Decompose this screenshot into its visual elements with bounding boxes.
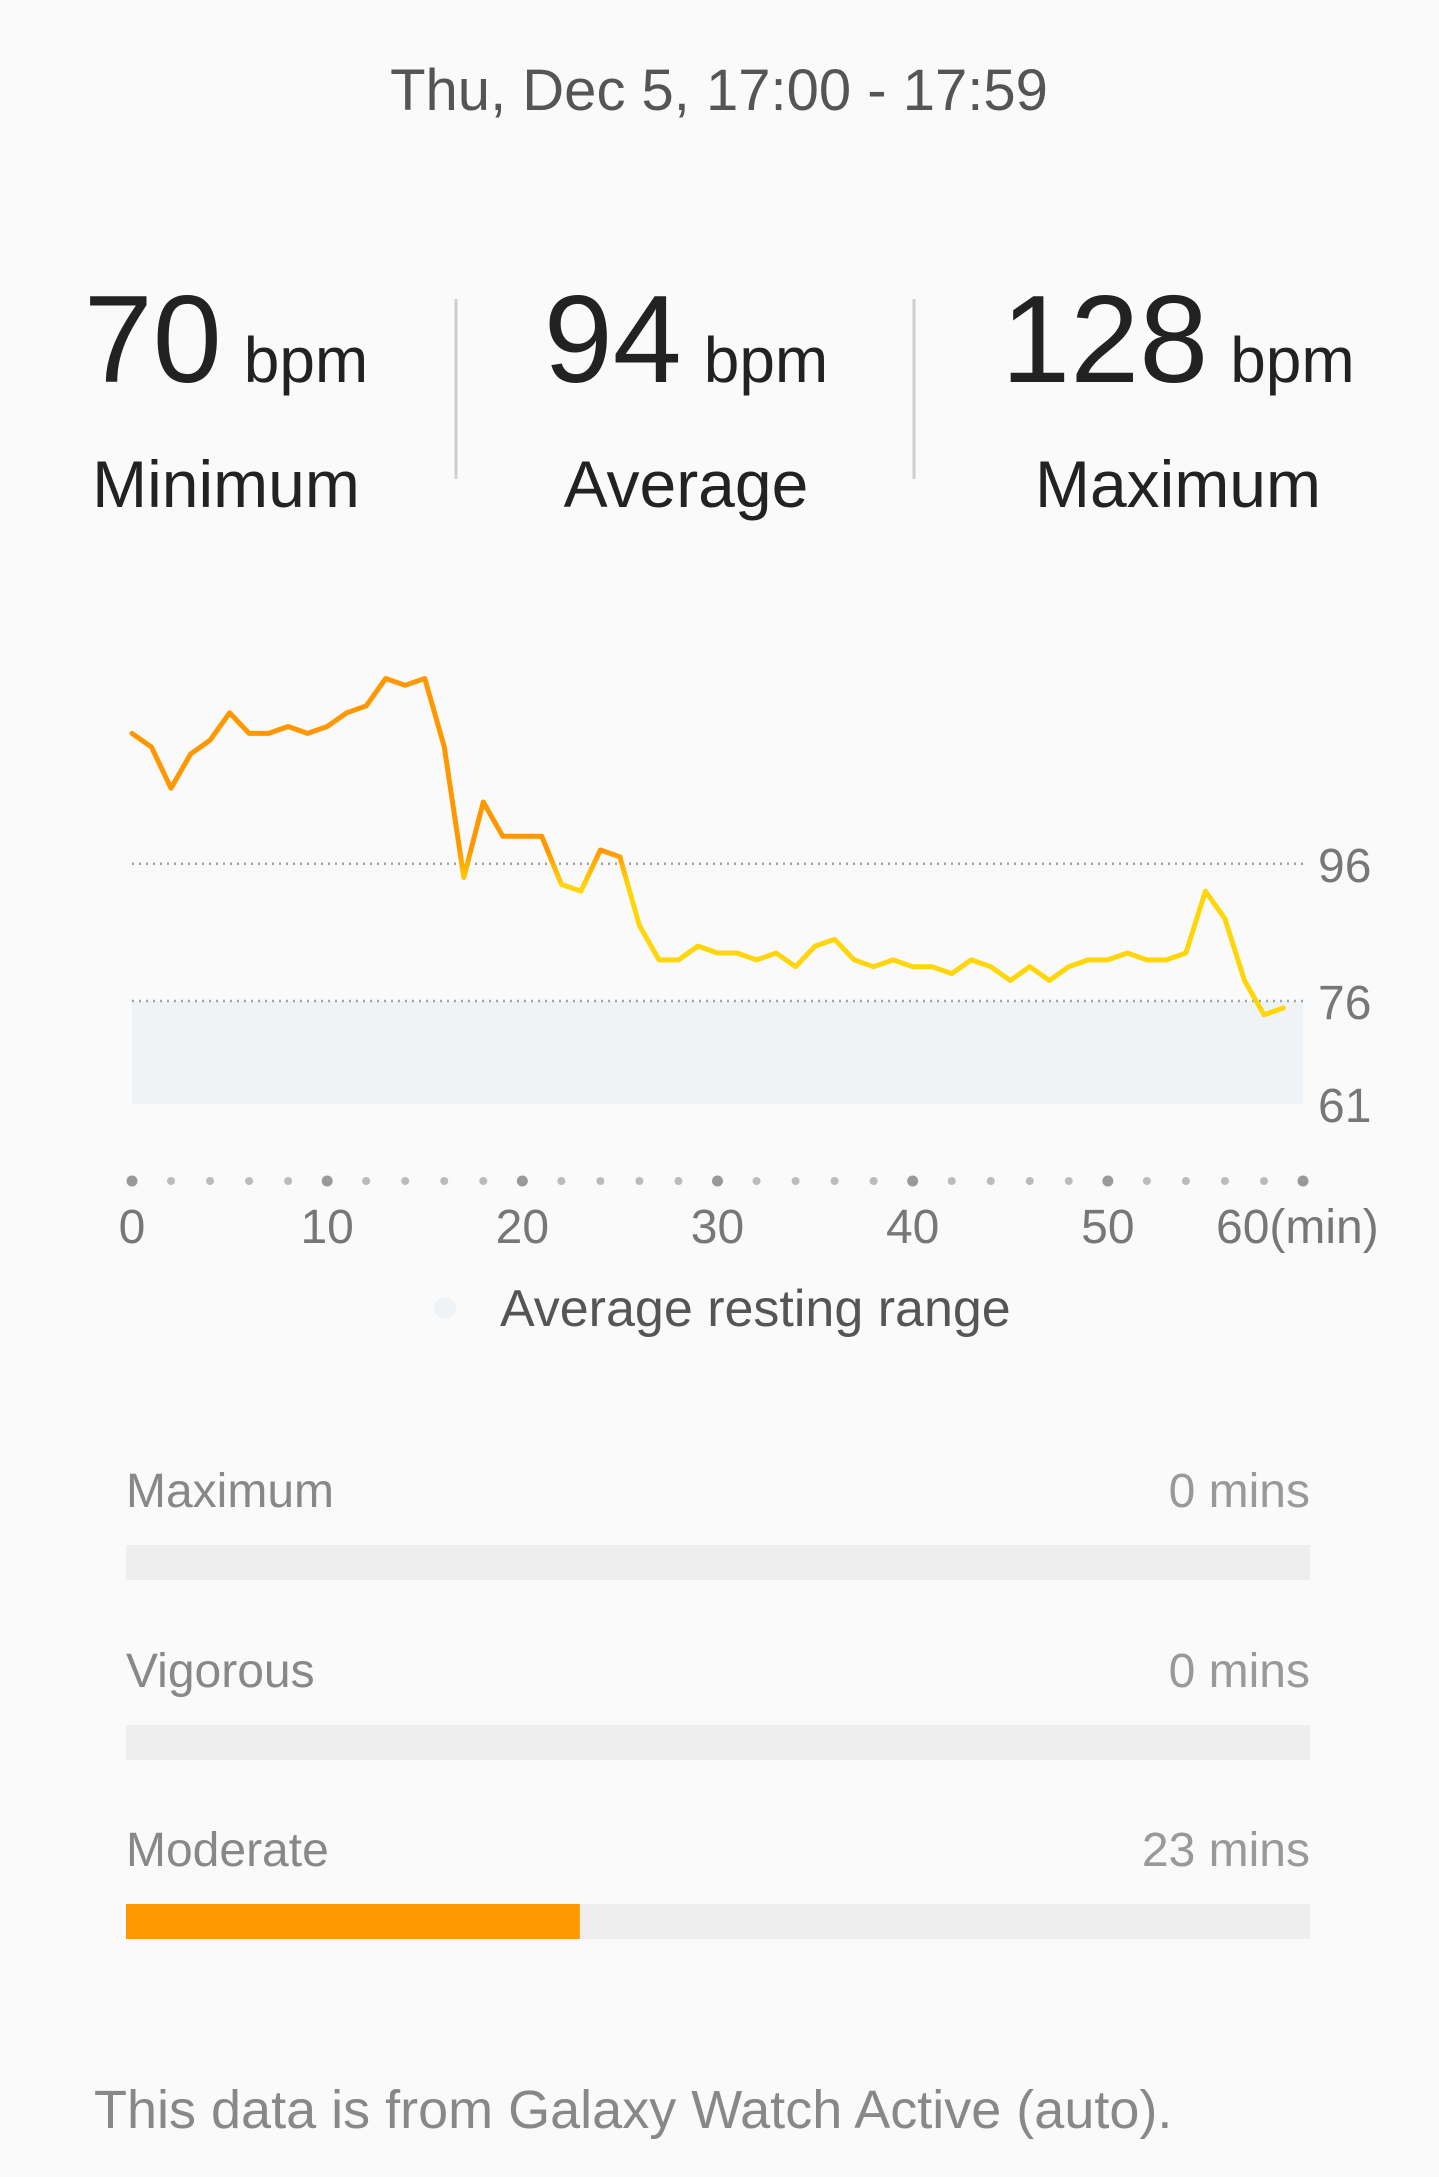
footer: This data is from Galaxy Watch Active (a… [94,2080,1172,2140]
x-tick [1102,1175,1114,1187]
minor-dot [479,1177,488,1185]
x-tick [907,1175,919,1187]
heart-rate-line [129,676,1286,1018]
minor-dot [1181,1177,1190,1185]
zone-value: 23 mins [1142,1824,1310,1877]
stat-value: 94 bpm [544,271,828,409]
minor-dot [557,1177,566,1185]
zone-bar [126,1904,580,1939]
minor-dot [1142,1177,1151,1185]
stat-label: Minimum [92,447,360,521]
stat-number: 70 [84,271,222,409]
minor-dot [596,1177,605,1185]
zone-label: Moderate [126,1824,329,1877]
minor-dot [167,1177,176,1185]
minor-dot [635,1177,644,1185]
x-tick-label: 60(min) [1216,1201,1379,1254]
zone-value: 0 mins [1169,1645,1310,1698]
x-tick [712,1175,723,1187]
zone-label: Maximum [126,1465,334,1518]
stat-unit: bpm [704,324,829,396]
minor-dot [1259,1177,1268,1185]
minor-dot [1220,1177,1229,1185]
stat-unit: bpm [1230,324,1355,396]
zone-track [126,1545,1310,1580]
stat-number: 94 [544,271,682,409]
minor-dot [791,1177,800,1185]
x-tick-label: 0 [119,1201,146,1254]
stat-label: Maximum [1035,447,1321,521]
y-tick-label: 76 [1318,977,1371,1030]
zone-label: Vigorous [126,1645,315,1698]
minor-dot [206,1177,215,1185]
x-tick [1297,1175,1309,1187]
x-tick [516,1175,528,1187]
stat-value: 128 bpm [1001,271,1354,409]
minor-dot [830,1177,839,1185]
minor-dot [869,1177,878,1185]
x-tick-label: 40 [886,1201,939,1254]
minor-dot [440,1177,449,1185]
legend-label: Average resting range [500,1280,1011,1338]
minor-dot [752,1177,761,1185]
minor-dot [947,1177,956,1185]
minor-dot [1064,1177,1073,1185]
minor-dot [401,1177,410,1185]
legend-swatch [434,1297,456,1319]
x-tick [321,1175,333,1187]
minor-dot [986,1177,995,1185]
y-tick-label: 96 [1318,840,1371,893]
x-tick-label: 50 [1081,1201,1134,1254]
minor-dot [362,1177,371,1185]
x-tick-label: 10 [300,1201,353,1254]
title: Thu, Dec 5, 17:00 - 17:59 [390,58,1048,123]
resting-range [132,1001,1303,1104]
minor-dot [674,1177,683,1185]
minor-dot [1025,1177,1034,1185]
y-tick-label: 61 [1318,1080,1371,1133]
minor-dot [245,1177,254,1185]
x-tick-label: 20 [496,1201,549,1254]
stat-number: 128 [1001,271,1208,409]
x-tick-label: 30 [691,1201,744,1254]
stat-label: Average [564,447,809,521]
x-tick [126,1175,138,1187]
stat-value: 70 bpm [84,271,368,409]
stat-unit: bpm [244,324,369,396]
zone-track [126,1725,1310,1760]
minor-dot [284,1177,293,1185]
zone-value: 0 mins [1169,1465,1310,1518]
